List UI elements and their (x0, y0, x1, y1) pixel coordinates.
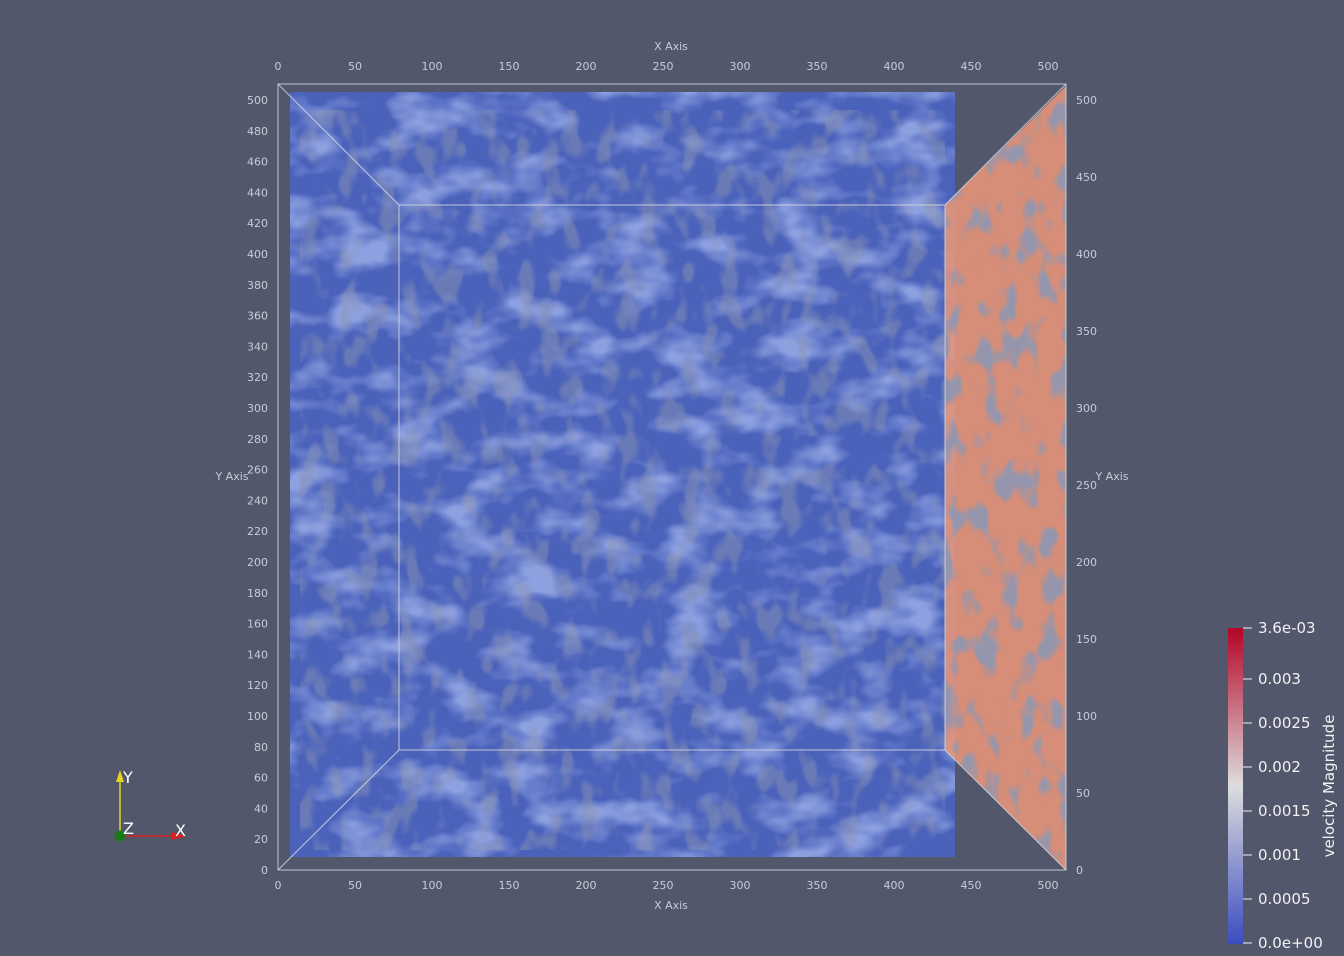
y-tick-label-left: 400 (247, 248, 268, 261)
colorbar-label: 0.002 (1258, 758, 1301, 776)
colorbar-label: 3.6e-03 (1258, 619, 1316, 637)
y-tick-label-left: 440 (247, 186, 268, 199)
x-tick-label-top: 200 (576, 60, 597, 73)
orientation-y-arrow-icon (116, 770, 124, 782)
y-tick-label-left: 480 (247, 125, 268, 138)
colorbar-label: 0.0015 (1258, 802, 1311, 820)
y-tick-label-left: 160 (247, 618, 268, 631)
x-axis-title-top: X Axis (654, 40, 688, 53)
bounding-box (277, 83, 1067, 871)
y-tick-label-left: 340 (247, 340, 268, 353)
y-tick-label-left: 220 (247, 525, 268, 538)
x-tick-label-bottom: 0 (275, 879, 282, 892)
orientation-axes: Y Z X (114, 768, 186, 842)
x-tick-label-bottom: 200 (576, 879, 597, 892)
y-tick-label-right: 300 (1076, 402, 1097, 415)
orientation-x-label: X (175, 821, 186, 840)
y-tick-label-left: 120 (247, 679, 268, 692)
y-tick-label-right: 200 (1076, 556, 1097, 569)
x-tick-label-top: 450 (961, 60, 982, 73)
x-tick-label-top: 350 (807, 60, 828, 73)
y-tick-label-right: 100 (1076, 710, 1097, 723)
x-tick-label-bottom: 300 (730, 879, 751, 892)
x-tick-label-top: 0 (275, 60, 282, 73)
colorbar-label: 0.0e+00 (1258, 934, 1323, 952)
y-tick-label-right: 250 (1076, 479, 1097, 492)
x-tick-label-bottom: 400 (884, 879, 905, 892)
y-tick-label-left: 320 (247, 371, 268, 384)
y-tick-label-left: 420 (247, 217, 268, 230)
y-tick-label-right: 50 (1076, 787, 1090, 800)
y-tick-label-left: 140 (247, 648, 268, 661)
orientation-z-dot-icon (114, 830, 126, 842)
y-axis-title-left: Y Axis (214, 470, 248, 483)
y-tick-label-right: 450 (1076, 171, 1097, 184)
x-tick-label-top: 50 (348, 60, 362, 73)
y-tick-label-left: 500 (247, 94, 268, 107)
y-tick-label-left: 280 (247, 433, 268, 446)
y-tick-label-left: 20 (254, 833, 268, 846)
orientation-x-arrow-icon (172, 832, 186, 840)
x-tick-label-bottom: 350 (807, 879, 828, 892)
x-tick-label-top: 300 (730, 60, 751, 73)
y-tick-label-right: 500 (1076, 94, 1097, 107)
y-tick-label-left: 460 (247, 156, 268, 169)
x-tick-label-bottom: 100 (422, 879, 443, 892)
x-tick-label-bottom: 450 (961, 879, 982, 892)
x-tick-label-top: 400 (884, 60, 905, 73)
y-tick-label-left: 40 (254, 802, 268, 815)
y-tick-label-left: 260 (247, 464, 268, 477)
x-tick-label-bottom: 250 (653, 879, 674, 892)
y-tick-label-left: 100 (247, 710, 268, 723)
colorbar-gradient (1228, 628, 1243, 944)
y-tick-label-right: 400 (1076, 248, 1097, 261)
x-tick-label-bottom: 50 (348, 879, 362, 892)
x-tick-label-top: 250 (653, 60, 674, 73)
x-axis-title-bottom: X Axis (654, 899, 688, 912)
colorbar-label: 0.0005 (1258, 890, 1311, 908)
y-axis-ticks-left: 0 20 40 60 80 100 120 140 160 180 200 220 240 260 280 3… (247, 94, 268, 877)
y-tick-label-right: 150 (1076, 633, 1097, 646)
y-axis-ticks-right: 0 50 100 150 200 250 300 350 400 450 500 (1076, 94, 1097, 877)
colorbar-label: 0.001 (1258, 846, 1301, 864)
x-tick-label-top: 150 (499, 60, 520, 73)
x-tick-label-top: 100 (422, 60, 443, 73)
y-tick-label-left: 240 (247, 494, 268, 507)
colorbar-title: velocity Magnitude (1320, 715, 1338, 858)
y-tick-label-left: 0 (261, 864, 268, 877)
y-tick-label-left: 380 (247, 279, 268, 292)
x-axis-ticks-bottom: 0 50 100 150 200 250 300 350 400 450 500 (275, 879, 1059, 892)
orientation-y-label: Y (122, 768, 133, 787)
y-tick-label-left: 80 (254, 741, 268, 754)
orientation-z-label: Z (123, 819, 134, 838)
y-tick-label-left: 60 (254, 772, 268, 785)
y-tick-label-right: 0 (1076, 864, 1083, 877)
colorbar-labels: 3.6e-03 0.003 0.0025 0.002 0.0015 0.001 0.0005… (1243, 619, 1323, 952)
colorbar-label: 0.0025 (1258, 714, 1311, 732)
y-tick-label-right: 350 (1076, 325, 1097, 338)
y-axis-title-right: Y Axis (1094, 470, 1128, 483)
colorbar-legend: 3.6e-03 0.003 0.0025 0.002 0.0015 0.001 0.0005… (1228, 619, 1338, 952)
side-face (945, 86, 1066, 870)
y-tick-label-left: 300 (247, 402, 268, 415)
y-tick-label-left: 200 (247, 556, 268, 569)
volume-render (290, 92, 955, 857)
side-face-holes (945, 86, 1066, 870)
x-tick-label-bottom: 150 (499, 879, 520, 892)
y-tick-label-left: 360 (247, 310, 268, 323)
colorbar-label: 0.003 (1258, 670, 1301, 688)
x-axis-ticks-top: 0 50 100 150 200 250 300 350 400 450 500 (275, 60, 1059, 73)
y-tick-label-left: 180 (247, 587, 268, 600)
x-tick-label-bottom: 500 (1038, 879, 1059, 892)
x-tick-label-top: 500 (1038, 60, 1059, 73)
volume-dark-pockets (300, 110, 945, 850)
